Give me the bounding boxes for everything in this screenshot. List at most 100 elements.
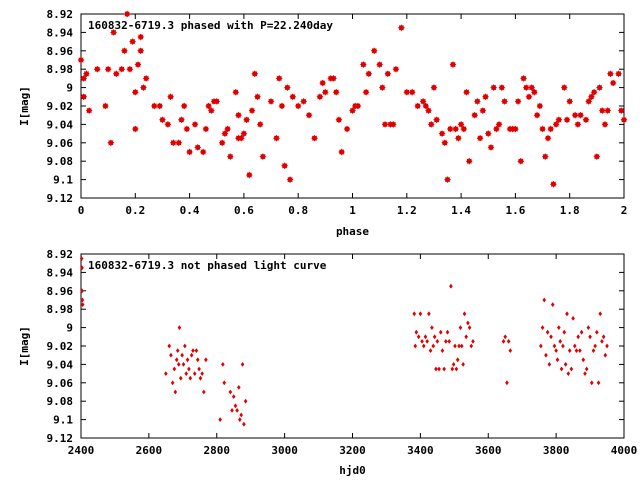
data-point [588,93,595,101]
data-point [501,98,508,105]
data-point [370,47,378,55]
data-point [205,102,212,110]
data-point [420,339,424,344]
y-tick-label: 9 [66,322,73,335]
x-tick-label: 3600 [475,444,502,457]
data-point [137,47,145,55]
data-point [150,102,158,110]
chart-panel-1: 0 0.2 0.4 0.6 0.8 1 1.2 1.4 1.6 1.8 2 8.92 8.94 8.96 8… [18,8,628,238]
data-point [191,121,199,128]
data-point [242,421,246,427]
data-point [226,153,234,160]
data-point [469,343,474,349]
data-point [416,334,421,340]
y-tick-label: 8.96 [47,285,74,298]
data-point [414,102,422,110]
data-point [438,329,443,335]
data-point [528,84,536,91]
data-point [213,98,221,105]
data-point [140,84,147,91]
data-point [430,84,438,91]
data-point [418,311,423,317]
data-point [550,180,557,188]
x-tick-label: 1.4 [451,204,471,217]
data-point [600,339,604,344]
data-point [434,366,438,372]
x-tick-label: 1.2 [397,204,417,217]
data-point [431,343,436,349]
data-point [454,134,462,142]
x-axis-label: hjd0 [339,464,366,477]
data-point [419,98,427,105]
data-point [232,88,240,96]
data-point [169,139,177,147]
data-point [376,61,384,68]
data-point [167,343,172,349]
data-point [598,311,603,317]
data-point [542,297,547,303]
data-point [186,148,193,156]
data-point [495,121,503,128]
data-point [245,171,253,179]
data-point [83,70,90,78]
data-point [484,130,492,137]
data-point [343,125,351,133]
data-point [316,93,324,101]
data-point [615,70,622,78]
data-point [531,88,538,96]
x-tick-label: 3400 [407,444,434,457]
data-point [281,162,289,170]
data-point [544,352,548,358]
data-point [437,366,441,372]
data-point [349,107,356,114]
data-point [457,121,465,128]
data-point [159,116,166,124]
data-point [557,325,561,330]
data-point [204,357,208,363]
x-tick-label: 1.6 [505,204,525,217]
data-point [423,334,428,340]
data-point [233,403,238,409]
x-tick-label: 2400 [68,444,95,457]
data-point [183,125,191,133]
data-point [335,116,343,124]
data-point [218,417,222,422]
data-point [392,65,400,73]
data-point [259,153,267,160]
data-point [450,366,455,372]
data-point [239,412,243,418]
data-point [576,334,580,340]
data-point [359,61,367,68]
data-point [183,343,187,349]
data-point [540,325,545,330]
data-point [471,339,475,344]
x-tick-label: 0.6 [234,204,254,217]
data-point [617,107,625,114]
data-point [482,93,489,101]
data-point [605,343,609,349]
data-point [552,121,560,128]
data-point [129,38,136,45]
data-point [539,125,546,133]
data-point [197,366,201,372]
data-point [251,70,259,78]
data-point [571,111,579,119]
data-point [479,107,487,114]
data-point [338,148,346,156]
data-point [189,352,194,358]
data-point [446,125,454,133]
x-tick-label: 3200 [339,444,366,457]
data-point [586,325,591,330]
data-point [517,157,525,165]
data-point [449,61,457,68]
data-point [493,125,500,133]
data-point [590,88,598,96]
data-point [77,56,85,64]
data-point [362,88,370,96]
data-point [588,334,592,340]
data-point [458,325,463,330]
data-point [566,98,574,105]
data-point [454,366,459,372]
data-point [397,24,405,32]
y-tick-label: 9.1 [53,414,73,427]
